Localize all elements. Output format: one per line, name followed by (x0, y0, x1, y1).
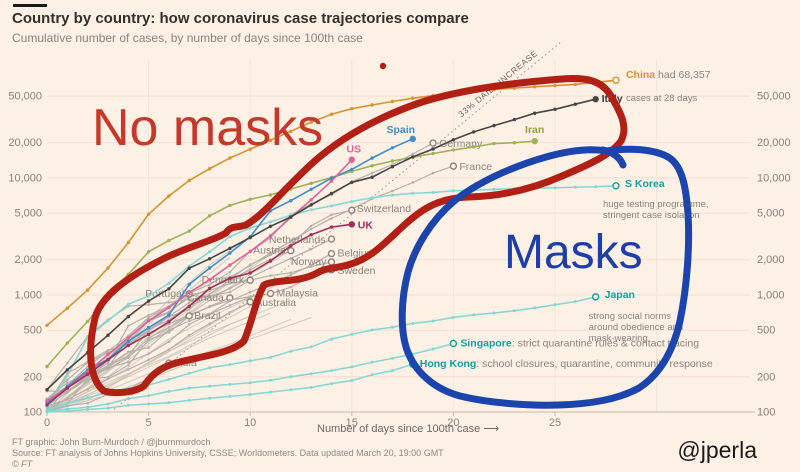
svg-text:20: 20 (447, 417, 459, 429)
series-label: France (459, 161, 492, 173)
svg-text:20,000: 20,000 (757, 137, 791, 149)
svg-text:50,000: 50,000 (8, 91, 42, 103)
svg-text:5,000: 5,000 (14, 208, 42, 220)
series-label: Netherlands (269, 234, 326, 246)
svg-text:10: 10 (244, 417, 256, 429)
no-masks-annotation-text: No masks (92, 99, 324, 157)
x-axis-label: Number of days since 100th case ⟶ (317, 422, 499, 435)
svg-text:500: 500 (757, 325, 775, 337)
series-label: US (347, 144, 362, 156)
end-marker (348, 156, 355, 163)
svg-text:15: 15 (346, 417, 358, 429)
svg-text:10,000: 10,000 (8, 172, 42, 184)
end-marker (348, 206, 356, 214)
series-brazil: Brazil (45, 310, 221, 393)
series-australia: Australia (45, 297, 296, 408)
end-marker (246, 276, 254, 284)
stray-red-dot (379, 62, 387, 70)
masks-loop-tail (599, 146, 627, 169)
end-marker (591, 293, 600, 301)
svg-text:10,000: 10,000 (757, 172, 791, 184)
series-china: China had 68,357 cases at 28 days (45, 69, 711, 327)
svg-text:200: 200 (24, 371, 42, 383)
svg-text:25: 25 (549, 417, 561, 429)
svg-text:2,000: 2,000 (757, 254, 785, 266)
svg-text:500: 500 (24, 325, 42, 337)
title-rule (13, 4, 47, 7)
series-label: Norway (291, 256, 327, 268)
footer-copyright: © FT (12, 459, 33, 469)
series-hong-kong: Hong Kong: school closures, quarantine, … (45, 358, 713, 414)
end-marker (429, 139, 437, 147)
series-note-line: mask-wearing (589, 333, 648, 344)
end-marker (266, 289, 275, 298)
end-marker (449, 162, 458, 170)
series-uk: UK (45, 219, 374, 407)
end-marker (327, 249, 336, 258)
end-marker (409, 135, 416, 143)
series-label: Iran (525, 124, 544, 136)
series-label: Australia (255, 297, 296, 309)
series-label: Singapore: strict quarantine rules & con… (460, 337, 699, 349)
svg-text:1,000: 1,000 (14, 289, 42, 301)
masks-annotation-text: Masks (504, 226, 643, 279)
series-label: S Korea (625, 178, 665, 190)
series-note-line: stringent case isolation (603, 210, 700, 221)
series-label: Japan (605, 289, 635, 301)
watermark-jperla: @jperla (677, 437, 757, 463)
page-subtitle: Cumulative number of cases, by number of… (12, 31, 363, 45)
hand-drawn-annotations (87, 62, 693, 409)
end-marker (185, 312, 193, 320)
svg-text:0: 0 (44, 417, 50, 429)
series-label: China had 68,357 (626, 69, 711, 81)
end-marker (592, 96, 599, 103)
series-note-line: huge testing programme, (603, 199, 709, 210)
series-label: Hong Kong: school closures, quarantine, … (420, 358, 713, 370)
svg-text:100: 100 (757, 407, 775, 419)
svg-text:5: 5 (146, 417, 152, 429)
svg-text:5,000: 5,000 (757, 208, 785, 220)
end-marker (348, 221, 355, 228)
end-marker (449, 339, 458, 348)
x-axis-label-text: Number of days since 100th case (317, 423, 481, 435)
end-marker (287, 247, 295, 255)
end-marker (612, 182, 620, 190)
end-marker (327, 258, 336, 266)
masks-loop (398, 145, 693, 409)
svg-text:20,000: 20,000 (8, 137, 42, 149)
series-label: Switzerland (357, 203, 411, 215)
series-label: Spain (386, 124, 415, 136)
svg-text:1,000: 1,000 (757, 289, 785, 301)
svg-text:50,000: 50,000 (757, 91, 791, 103)
series-label: Malaysia (277, 287, 319, 299)
right-arrow-icon: ⟶ (483, 423, 500, 435)
series-label: Canada (187, 292, 224, 304)
page-title: Country by country: how coronavirus case… (12, 10, 469, 27)
series-singapore: Singapore: strict quarantine rules & con… (45, 337, 699, 413)
series-germany: Germany (45, 138, 483, 401)
no-masks-loop (87, 75, 628, 397)
end-marker (327, 235, 336, 243)
svg-text:100: 100 (24, 407, 42, 419)
series-label: Brazil (194, 310, 220, 322)
footer-credit: FT graphic: John Burn-Murdoch / @jburnmu… (12, 437, 211, 447)
footer: FT graphic: John Burn-Murdoch / @jburnmu… (12, 437, 444, 470)
end-marker (612, 76, 620, 84)
series-note-line: around obedience and (589, 322, 684, 333)
end-marker (531, 137, 538, 145)
series-note-line: cases at 28 days (626, 93, 698, 104)
series-note-line: strong social norms (589, 311, 672, 322)
svg-text:200: 200 (757, 371, 775, 383)
series-label: Austria (253, 245, 286, 257)
svg-text:2,000: 2,000 (14, 254, 42, 266)
series-label: UK (358, 219, 374, 231)
end-marker (246, 298, 254, 306)
footer-source: Source: FT analysis of Johns Hopkins Uni… (12, 448, 444, 458)
